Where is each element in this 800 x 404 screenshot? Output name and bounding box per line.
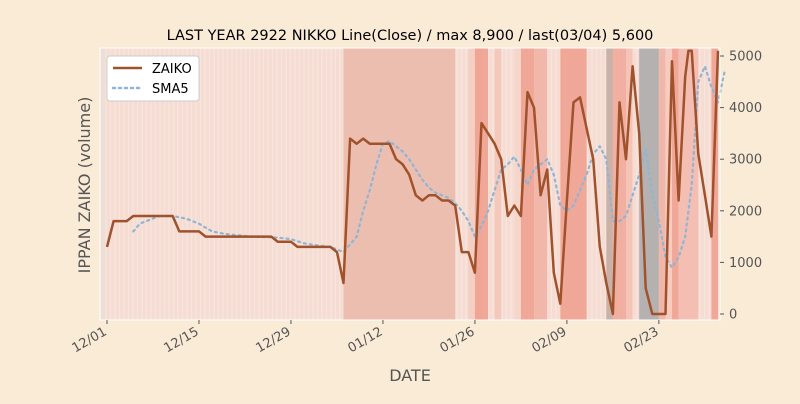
band-8	[606, 48, 613, 320]
y-tick-label: 3000	[729, 153, 762, 168]
legend: ZAIKO SMA5	[106, 55, 200, 102]
y-axis: 0 1000 2000 3000 4000 5000	[720, 50, 762, 323]
y-tick-label: 0	[729, 308, 737, 323]
plot-frame	[99, 47, 721, 321]
y-axis-title: IPPAN ZAIKO (volume)	[75, 97, 94, 274]
band-10	[626, 48, 633, 320]
plot-left-strip	[100, 48, 106, 320]
x-axis-title: DATE	[389, 366, 431, 385]
band-14	[672, 48, 679, 320]
band-4	[514, 48, 521, 320]
legend-label-sma5: SMA5	[152, 82, 189, 97]
legend-label-zaiko: ZAIKO	[152, 62, 192, 77]
chart-title: LAST YEAR 2922 NIKKO Line(Close) / max 8…	[167, 28, 654, 44]
band-9	[612, 48, 627, 320]
y-tick-label: 4000	[729, 101, 762, 116]
series-layer	[105, 49, 726, 316]
band-3	[494, 48, 502, 320]
band-0	[343, 48, 456, 320]
band-16	[711, 48, 719, 320]
series-line-zaiko	[105, 49, 720, 316]
background-bands	[343, 48, 719, 320]
y-tick-label: 1000	[729, 256, 762, 271]
y-tick-label: 5000	[729, 50, 762, 65]
band-2	[474, 48, 489, 320]
y-tick-label: 2000	[729, 204, 762, 219]
series-line-sma5	[132, 65, 726, 269]
band-12	[658, 48, 666, 320]
